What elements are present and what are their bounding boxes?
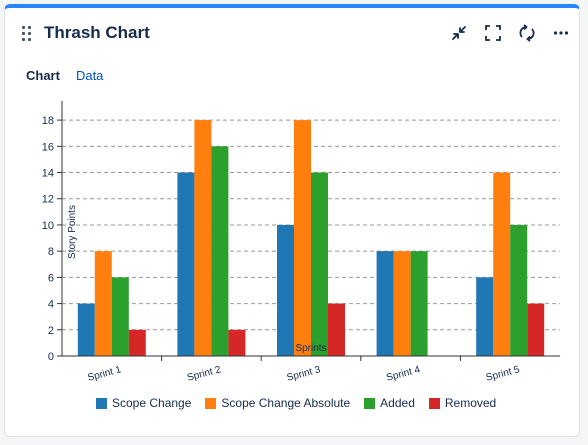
gadget-title: Thrash Chart	[44, 23, 150, 42]
tab-chart[interactable]: Chart	[26, 68, 60, 83]
drag-handle-icon[interactable]	[22, 26, 32, 41]
legend-label: Removed	[444, 396, 497, 410]
x-tick-label: Sprint 4	[385, 364, 422, 384]
y-tick-label: 12	[42, 194, 54, 206]
legend-label: Scope Change Absolute	[221, 396, 351, 410]
x-axis-label: Sprints	[295, 343, 326, 354]
bar-added[interactable]	[211, 146, 229, 356]
fullscreen-icon	[485, 25, 501, 41]
bar-scope-change-absolute[interactable]	[393, 251, 411, 356]
collapse-button[interactable]	[448, 22, 470, 44]
bar-removed[interactable]	[328, 303, 345, 356]
bar-removed[interactable]	[128, 329, 146, 356]
bar-scope-change[interactable]	[277, 224, 294, 356]
thrash-chart-card	[4, 4, 580, 437]
x-tick-label: Sprint 5	[485, 364, 522, 384]
gadget-toolbar	[448, 22, 572, 44]
y-axis: 0 2 4 6 8 10 12 14 16 18	[42, 101, 63, 363]
x-axis: Sprint 1 Sprint 2 Sprint 3 Sprint 4 Sprint 5	[62, 355, 560, 384]
y-tick-label: 8	[48, 246, 54, 258]
x-tick-label: Sprint 1	[86, 364, 123, 384]
legend-swatch	[364, 397, 376, 409]
bar-scope-change-absolute[interactable]	[194, 120, 212, 357]
legend-label: Scope Change	[112, 396, 192, 410]
legend-swatch	[428, 397, 440, 409]
refresh-button[interactable]	[516, 22, 538, 44]
y-tick-label: 18	[42, 115, 54, 127]
more-icon	[553, 31, 569, 35]
bar-scope-change[interactable]	[476, 277, 494, 356]
y-tick-label: 16	[42, 141, 54, 153]
bar-scope-change[interactable]	[177, 172, 195, 356]
tab-data[interactable]: Data	[75, 68, 104, 83]
x-tick-label: Sprint 2	[186, 364, 223, 384]
bar-added[interactable]	[510, 224, 528, 356]
legend-item-scope-change-absolute[interactable]: Scope Change Absolute	[205, 396, 350, 410]
y-tick-label: 10	[42, 220, 54, 232]
bar-added[interactable]	[111, 277, 129, 356]
y-tick-label: 6	[48, 272, 54, 284]
more-button[interactable]	[550, 22, 572, 44]
bar-removed[interactable]	[228, 329, 246, 356]
collapse-icon	[452, 26, 466, 40]
y-tick-label: 14	[42, 168, 54, 180]
bar-scope-change[interactable]	[376, 251, 394, 356]
legend-item-removed[interactable]: Removed	[428, 396, 497, 410]
legend-item-added[interactable]: Added	[364, 396, 415, 410]
bar-added[interactable]	[410, 251, 428, 356]
bar-scope-change[interactable]	[77, 303, 95, 356]
fullscreen-button[interactable]	[482, 22, 504, 44]
y-tick-label: 0	[48, 351, 54, 363]
chart-legend: Scope Change Scope Change Absolute Added…	[96, 396, 496, 410]
refresh-icon	[519, 24, 535, 42]
y-tick-label: 2	[48, 325, 54, 337]
legend-swatch	[205, 397, 217, 409]
y-tick-label: 4	[48, 299, 54, 311]
bar-removed[interactable]	[527, 303, 545, 356]
y-axis-label: Story Points	[67, 205, 78, 259]
bar-added[interactable]	[311, 172, 328, 356]
legend-item-scope-change[interactable]: Scope Change	[96, 396, 191, 410]
view-tabs: Chart Data	[26, 68, 103, 83]
bar-scope-change-absolute[interactable]	[94, 251, 112, 356]
legend-swatch	[96, 397, 107, 409]
chart-bars	[77, 120, 545, 357]
bar-scope-change-absolute[interactable]	[294, 120, 311, 357]
bar-scope-change-absolute[interactable]	[493, 172, 511, 356]
x-tick-label: Sprint 3	[286, 364, 323, 384]
legend-label: Added	[380, 396, 415, 410]
